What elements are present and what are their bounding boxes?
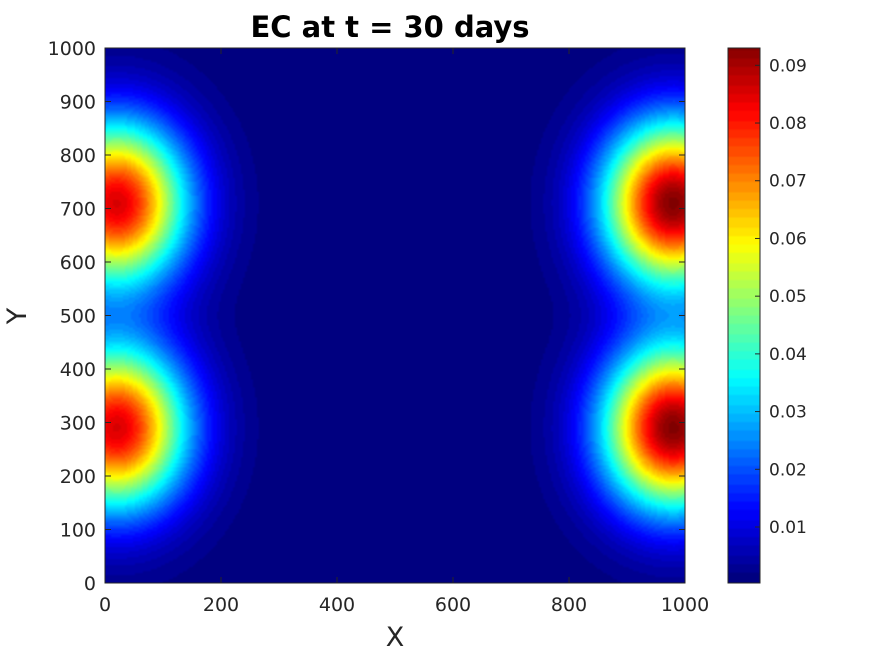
y-tick-label: 200 bbox=[60, 466, 96, 488]
colorbar-tick-label: 0.05 bbox=[769, 287, 807, 307]
y-tick-label: 1000 bbox=[48, 38, 96, 60]
y-axis-label: Y bbox=[2, 307, 33, 325]
x-tick-label: 1000 bbox=[661, 594, 709, 616]
x-tick-label: 600 bbox=[435, 594, 471, 616]
y-tick-label: 900 bbox=[60, 92, 96, 114]
y-tick-label: 300 bbox=[60, 413, 96, 435]
y-tick-label: 800 bbox=[60, 145, 96, 167]
colorbar bbox=[728, 48, 760, 583]
colorbar-tick-label: 0.08 bbox=[769, 114, 807, 134]
y-tick-label: 700 bbox=[60, 199, 96, 221]
x-axis: 0 200 400 600 800 1000 bbox=[99, 48, 709, 616]
x-tick-label: 800 bbox=[551, 594, 587, 616]
heatmap-surface bbox=[105, 48, 685, 583]
y-tick-label: 100 bbox=[60, 520, 96, 542]
x-tick-label: 400 bbox=[319, 594, 355, 616]
colorbar-tick-label: 0.01 bbox=[769, 518, 807, 538]
x-tick-label: 200 bbox=[203, 594, 239, 616]
colorbar-tick-label: 0.02 bbox=[769, 460, 807, 480]
x-axis-label: X bbox=[386, 622, 405, 653]
colorbar-tick-label: 0.06 bbox=[769, 229, 807, 249]
y-tick-label: 0 bbox=[84, 573, 96, 595]
chart-title: EC at t = 30 days bbox=[250, 10, 529, 44]
x-tick-label: 0 bbox=[99, 594, 111, 616]
colorbar-tick-label: 0.04 bbox=[769, 345, 807, 365]
y-tick-label: 600 bbox=[60, 252, 96, 274]
y-tick-label: 500 bbox=[60, 306, 96, 328]
colorbar-tick-label: 0.09 bbox=[769, 56, 807, 76]
colorbar-axis: 0.01 0.02 0.03 0.04 0.05 0.06 0.07 0.08 0.09 bbox=[755, 56, 807, 538]
y-axis: 0 100 200 300 400 500 600 700 800 900 1000 bbox=[48, 38, 685, 595]
y-tick-label: 400 bbox=[60, 359, 96, 381]
colorbar-tick-label: 0.03 bbox=[769, 403, 807, 423]
colorbar-frame bbox=[727, 47, 761, 584]
colorbar-tick-label: 0.07 bbox=[769, 172, 807, 192]
